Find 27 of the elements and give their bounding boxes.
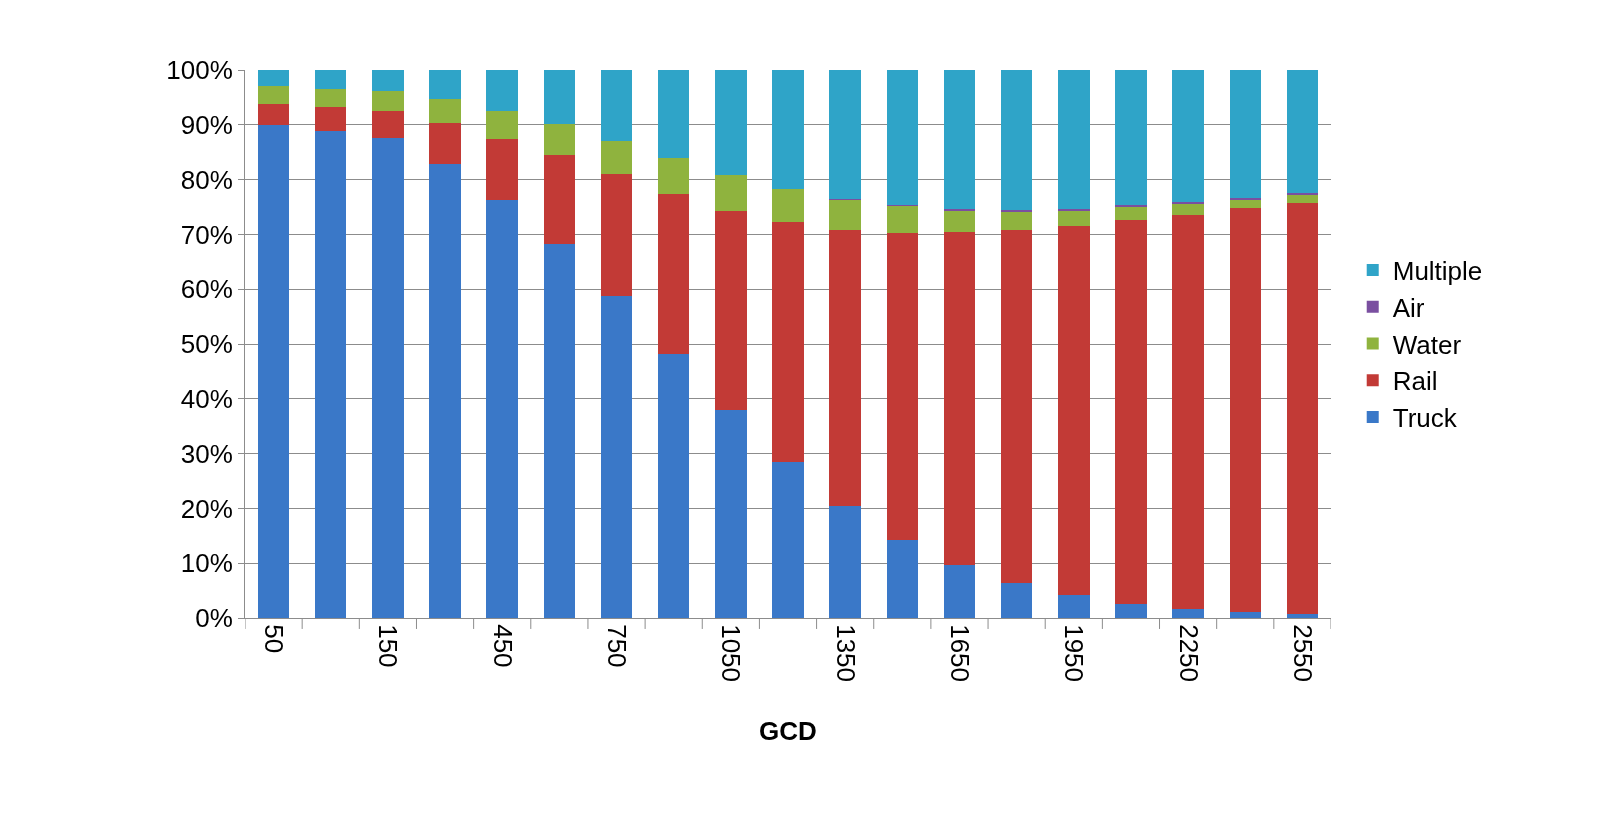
y-tick-label: 10% bbox=[180, 548, 233, 579]
y-tick-label: 20% bbox=[180, 493, 233, 524]
y-tick-label: 80% bbox=[180, 164, 233, 195]
y-tick-label: 100% bbox=[166, 55, 233, 86]
x-tick-label: 2550 bbox=[1287, 624, 1318, 683]
x-tick-label: 1950 bbox=[1059, 624, 1090, 683]
y-tick-label: 40% bbox=[180, 383, 233, 414]
y-tick-label: 0% bbox=[195, 603, 233, 634]
x-tick-label: 50 bbox=[259, 624, 290, 654]
y-tick-label: 60% bbox=[180, 274, 233, 305]
y-tick-label: 90% bbox=[180, 109, 233, 140]
x-tick-label: 450 bbox=[487, 624, 518, 668]
x-tick-label: 1050 bbox=[716, 624, 747, 683]
legend-label: Rail bbox=[1392, 366, 1438, 397]
legend-label: Air bbox=[1392, 292, 1425, 323]
legend-label: Water bbox=[1392, 329, 1462, 360]
x-tick-label: 1350 bbox=[830, 624, 861, 683]
x-tick-label: 750 bbox=[602, 624, 633, 668]
x-axis-title: GCD bbox=[759, 715, 817, 746]
x-tick-label: 2250 bbox=[1173, 624, 1204, 683]
legend-label: Truck bbox=[1392, 403, 1458, 434]
legend-label: Multiple bbox=[1392, 256, 1483, 287]
y-tick-label: 70% bbox=[180, 219, 233, 250]
y-tick-label: 30% bbox=[180, 438, 233, 469]
x-tick-label: 1650 bbox=[945, 624, 976, 683]
y-tick-label: 50% bbox=[180, 329, 233, 360]
x-tick-label: 150 bbox=[373, 624, 404, 668]
